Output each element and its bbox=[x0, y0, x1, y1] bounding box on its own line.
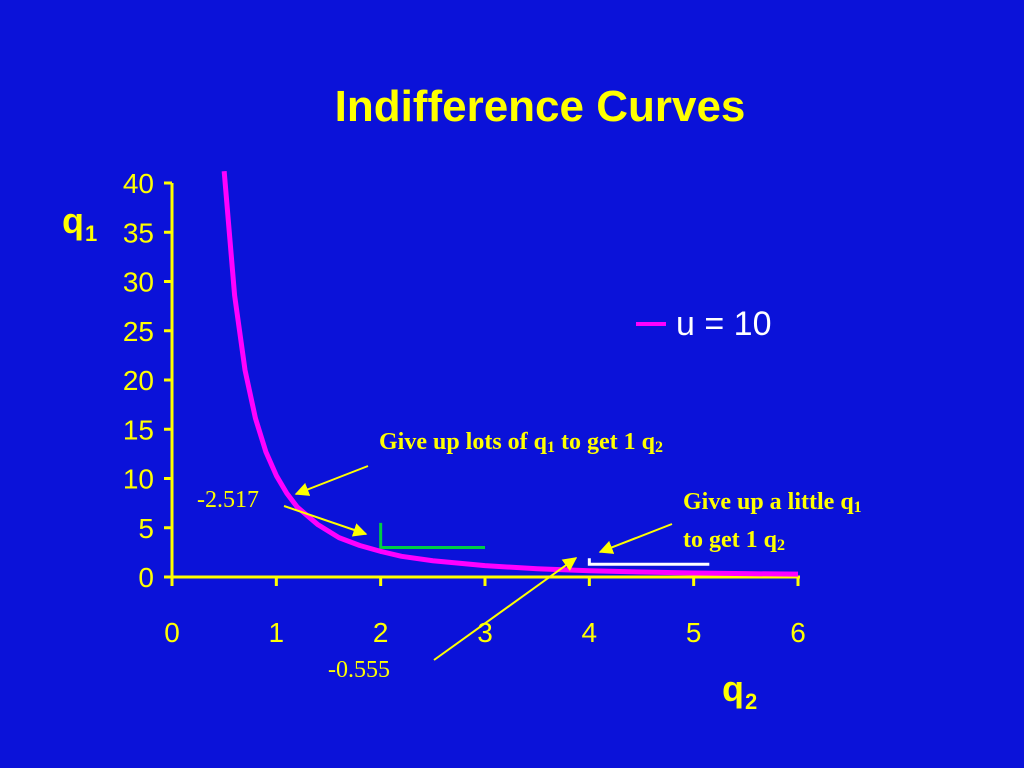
x-axis-label: q2 bbox=[722, 668, 757, 714]
annotation-subscript: 1 bbox=[853, 499, 862, 516]
y-axis-label: q1 bbox=[62, 200, 97, 246]
y-tick-label: 0 bbox=[138, 562, 154, 593]
x-tick-label: 4 bbox=[582, 617, 598, 648]
x-tick-label: 1 bbox=[269, 617, 285, 648]
arrow-little bbox=[598, 523, 673, 554]
y-tick-label: 10 bbox=[123, 464, 154, 495]
arrow-slope-2 bbox=[433, 557, 578, 661]
x-tick-label: 6 bbox=[790, 617, 806, 648]
step-line bbox=[587, 558, 710, 566]
annotation-line: to get 1 q2 bbox=[683, 524, 862, 562]
x-tick-label: 3 bbox=[477, 617, 493, 648]
annotation-text: to get 1 q bbox=[683, 527, 777, 553]
annotation-text: Give up lots of q bbox=[379, 429, 548, 455]
y-axis-label-sub: 1 bbox=[85, 221, 98, 246]
y-tick-label: 15 bbox=[123, 414, 154, 445]
slope-value-2: -0.555 bbox=[328, 657, 390, 683]
arrow-lots bbox=[294, 465, 369, 496]
y-tick-label: 5 bbox=[138, 513, 154, 544]
y-tick-label: 25 bbox=[123, 316, 154, 347]
annotation-subscript: 2 bbox=[655, 439, 664, 456]
arrow-slope-1 bbox=[283, 505, 368, 537]
x-tick-label: 0 bbox=[164, 617, 180, 648]
legend-label: u = 10 bbox=[676, 304, 772, 343]
annotation-subscript: 1 bbox=[547, 439, 556, 456]
annotation-text: to get 1 q bbox=[555, 429, 656, 455]
x-axis-label-sub: 2 bbox=[745, 689, 758, 714]
y-axis-label-main: q bbox=[62, 200, 84, 241]
chart-title: Indifference Curves bbox=[334, 82, 746, 131]
x-axis-label-main: q bbox=[722, 668, 744, 709]
annotation-text: Give up a little q bbox=[683, 489, 854, 515]
slope-value-1: -2.517 bbox=[197, 487, 259, 513]
legend: u = 10 bbox=[636, 304, 771, 344]
y-tick-label: 30 bbox=[123, 267, 154, 298]
x-tick-label: 2 bbox=[373, 617, 389, 648]
annotation-give-up-lots: Give up lots of q1 to get 1 q2 bbox=[379, 426, 663, 464]
annotation-line: Give up a little q1 bbox=[683, 486, 862, 524]
y-tick-label: 35 bbox=[123, 217, 154, 248]
annotation-subscript: 2 bbox=[776, 537, 785, 554]
annotation-give-up-little: Give up a little q1 to get 1 q2 bbox=[683, 486, 862, 562]
step-line bbox=[379, 522, 485, 549]
y-tick-label: 40 bbox=[123, 168, 154, 199]
x-tick-label: 5 bbox=[686, 617, 702, 648]
legend-swatch bbox=[636, 322, 666, 326]
series-line bbox=[221, 170, 799, 577]
annotation-line: Give up lots of q1 to get 1 q2 bbox=[379, 426, 663, 464]
y-tick-label: 20 bbox=[123, 365, 154, 396]
